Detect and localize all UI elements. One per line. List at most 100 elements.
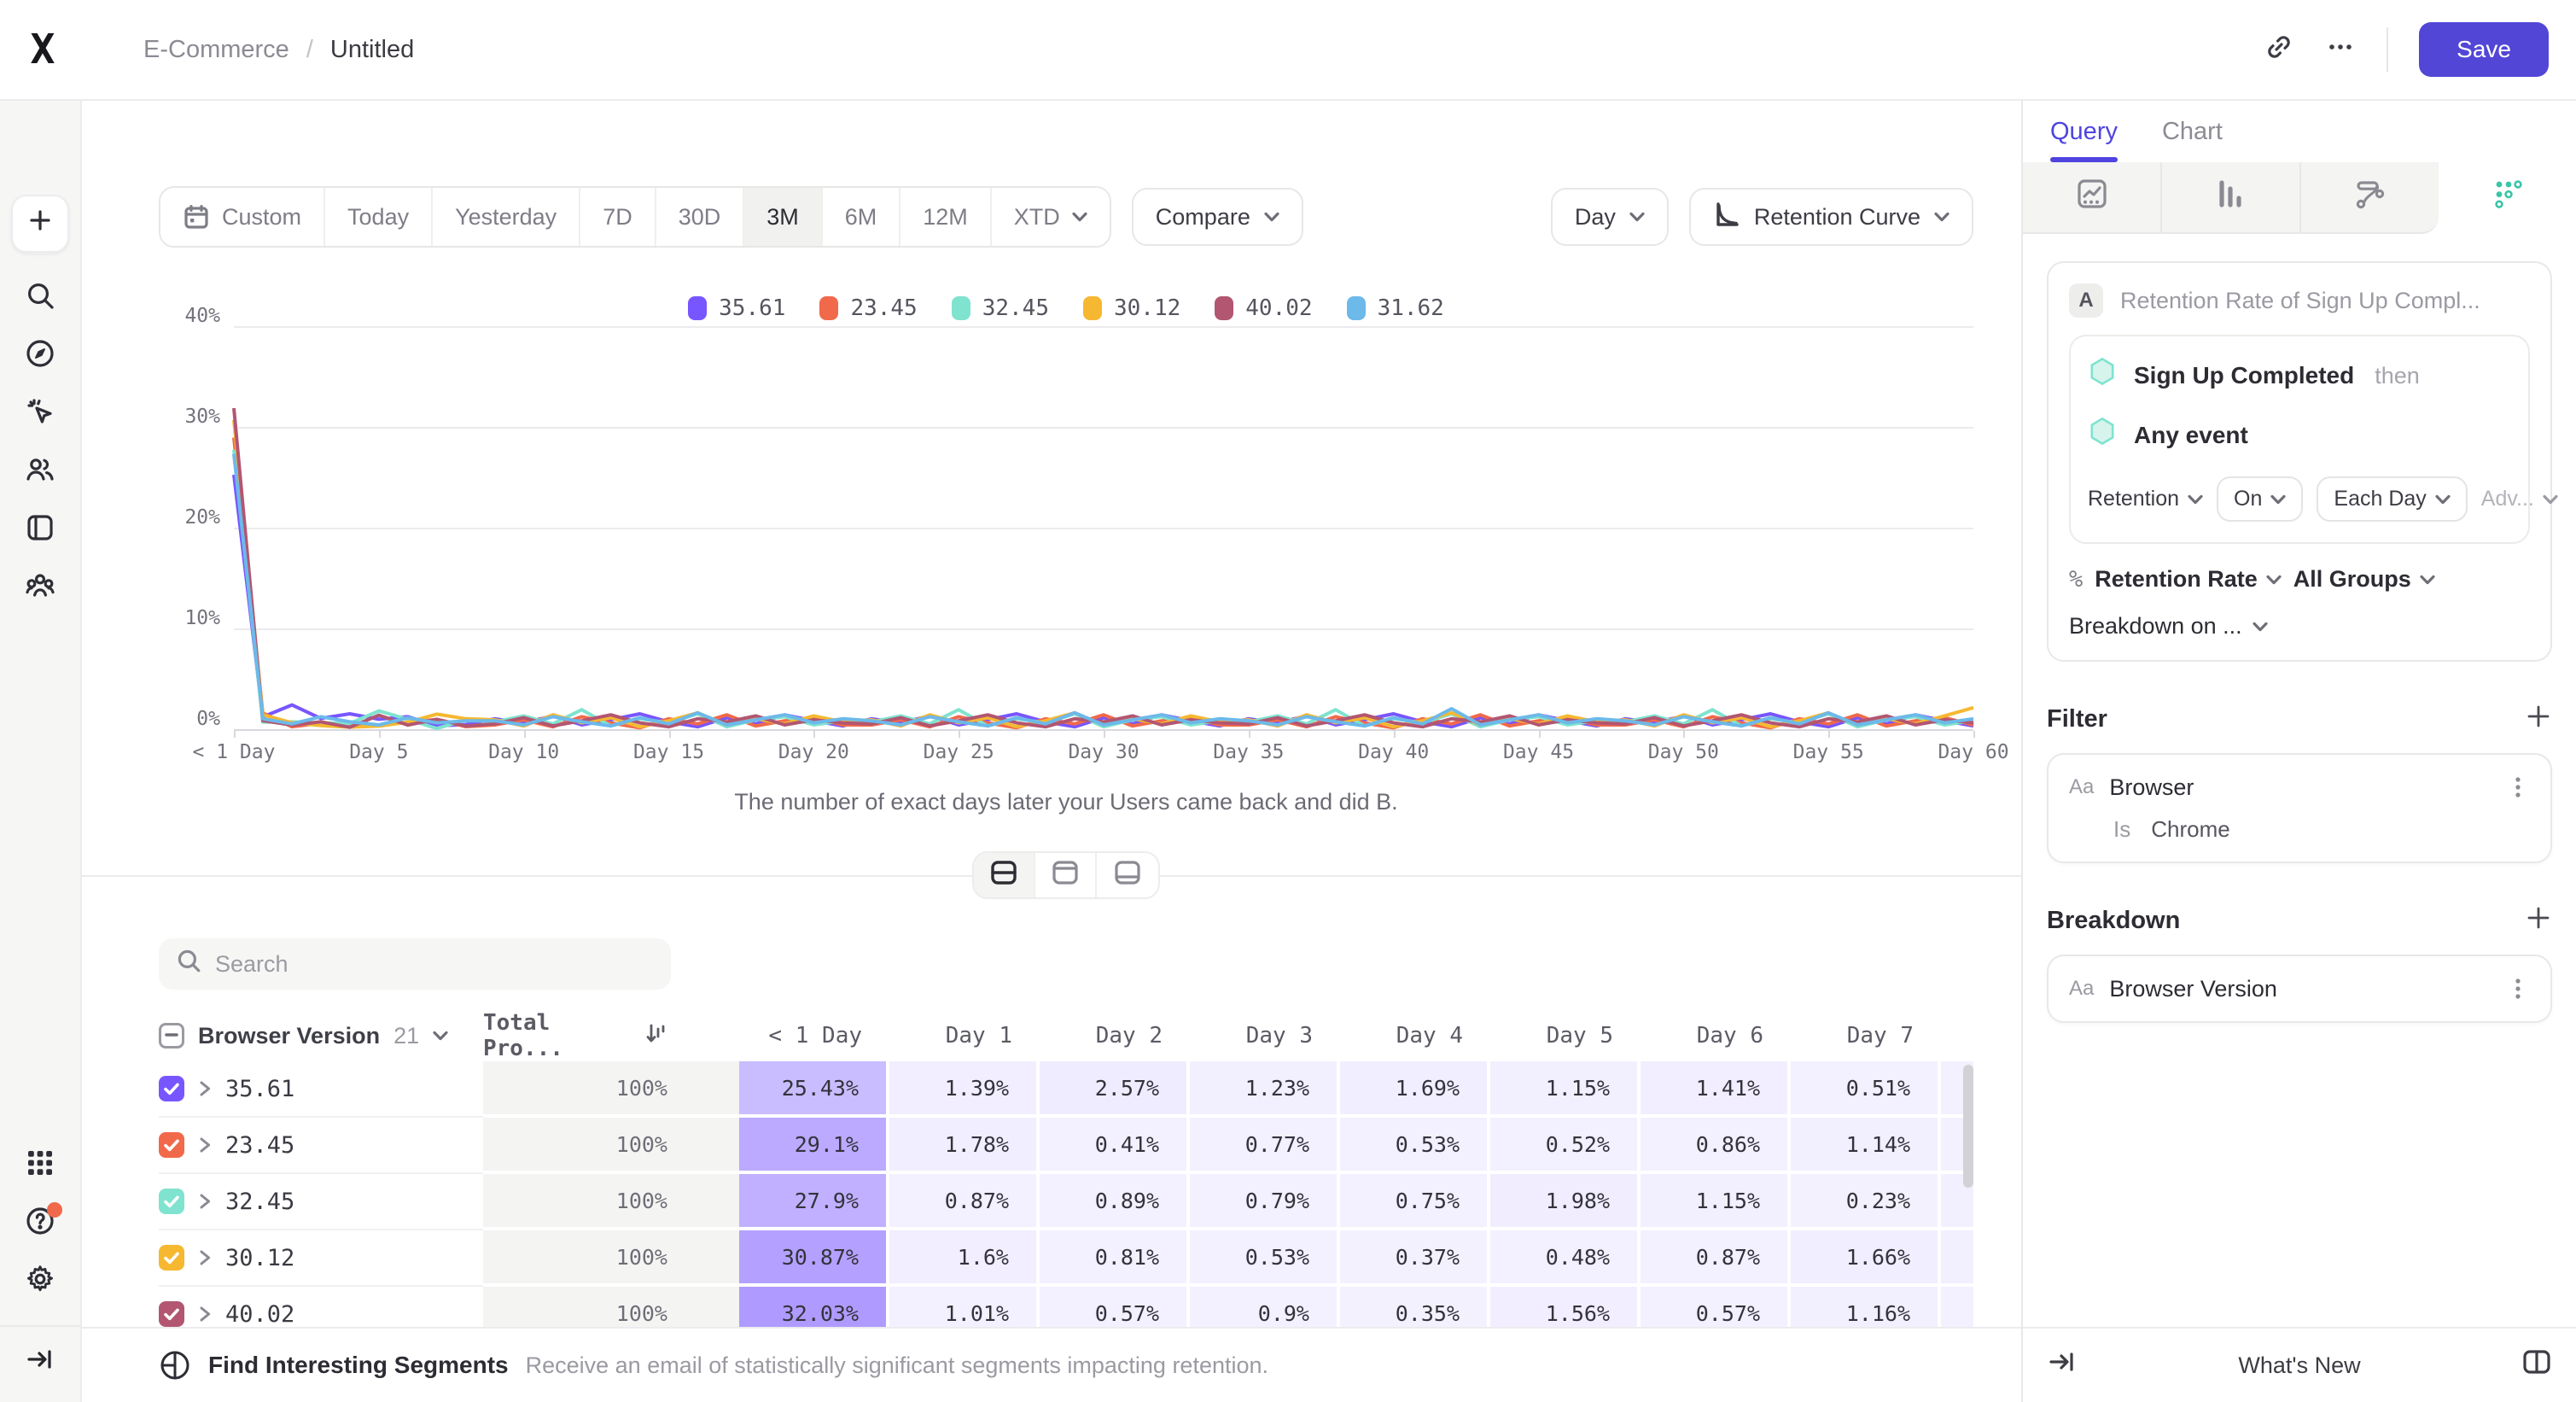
day-column-header[interactable]: Day 5	[1546, 1023, 1613, 1049]
series-line[interactable]	[234, 450, 1973, 728]
retention-cell[interactable]: 0.51%	[1791, 1061, 1941, 1118]
retention-cell[interactable]: 1.01%	[889, 1287, 1040, 1327]
series-line[interactable]	[234, 454, 1973, 727]
series-line[interactable]	[234, 438, 1973, 728]
retention-cell[interactable]: 0.48%	[1490, 1230, 1641, 1287]
report-tab-flows[interactable]	[2301, 162, 2439, 234]
retention-cell[interactable]: 1.16%	[1791, 1287, 1941, 1327]
event-b-row[interactable]: Any event	[2088, 417, 2511, 454]
retention-cell[interactable]: 0.75%	[1340, 1174, 1490, 1230]
breakdown-property[interactable]: Browser Version	[2109, 975, 2277, 1002]
row-checkbox[interactable]	[159, 1189, 184, 1214]
breakdown-on-dropdown[interactable]: Breakdown on ...	[2069, 613, 2530, 640]
advanced-dropdown[interactable]: Adv...	[2481, 487, 2558, 511]
retention-cell[interactable]: 1.6%	[889, 1230, 1040, 1287]
group-column-header[interactable]: Browser Version	[198, 1022, 381, 1049]
vertical-scrollbar[interactable]	[1963, 1065, 1973, 1188]
filter-operator[interactable]: Is	[2113, 816, 2131, 842]
whats-new-link[interactable]: What's New	[2238, 1352, 2361, 1378]
breadcrumb-title[interactable]: Untitled	[329, 35, 415, 63]
legend-item[interactable]: 30.12	[1083, 295, 1180, 321]
retention-cell[interactable]: 0.87%	[1641, 1230, 1791, 1287]
day-column-header[interactable]: Day 6	[1696, 1023, 1763, 1049]
series-line[interactable]	[234, 408, 1973, 727]
retention-cell[interactable]: 25.43%	[739, 1061, 889, 1118]
range-30d[interactable]: 30D	[656, 188, 745, 246]
groups-dropdown[interactable]: All Groups	[2293, 566, 2435, 593]
expand-row-icon[interactable]	[198, 1136, 212, 1154]
retention-cell[interactable]: 2.57%	[1040, 1061, 1190, 1118]
add-breakdown-button[interactable]	[2525, 904, 2552, 938]
retention-cell[interactable]: 29.1%	[739, 1118, 889, 1174]
legend-item[interactable]: 40.02	[1215, 295, 1313, 321]
breadcrumb-project[interactable]: E-Commerce	[143, 35, 289, 63]
legend-item[interactable]: 23.45	[819, 295, 918, 321]
range-xtd[interactable]: XTD	[991, 188, 1110, 246]
range-yesterday[interactable]: Yesterday	[433, 188, 581, 246]
retention-cell[interactable]: 30.87%	[739, 1230, 889, 1287]
split-view-button[interactable]	[974, 853, 1035, 897]
retention-cell[interactable]: 0.53%	[1340, 1118, 1490, 1174]
query-title[interactable]: Retention Rate of Sign Up Compl...	[2120, 287, 2480, 313]
row-checkbox[interactable]	[159, 1076, 184, 1101]
range-12m[interactable]: 12M	[900, 188, 992, 246]
day-column-header[interactable]: Day 3	[1245, 1023, 1313, 1049]
tab-chart[interactable]: Chart	[2161, 117, 2223, 145]
row-checkbox[interactable]	[159, 1245, 184, 1271]
sidebar-item-boards[interactable]	[11, 502, 69, 560]
retention-cell[interactable]: 1.2%	[1941, 1230, 1973, 1287]
row-checkbox[interactable]	[159, 1132, 184, 1158]
retention-cell[interactable]: 27.9%	[739, 1174, 889, 1230]
retention-cell[interactable]: 0.77%	[1190, 1118, 1340, 1174]
retention-cell[interactable]: 1.66%	[1791, 1230, 1941, 1287]
retention-cell[interactable]: 0.57%	[1040, 1287, 1190, 1327]
save-button[interactable]: Save	[2419, 22, 2549, 77]
legend-item[interactable]: 32.45	[951, 295, 1049, 321]
sidebar-item-search[interactable]	[11, 270, 69, 328]
table-view-button[interactable]	[1097, 853, 1158, 897]
kebab-menu-icon[interactable]	[2506, 975, 2530, 1002]
retention-cell[interactable]: 1.78%	[889, 1118, 1040, 1174]
event-a-row[interactable]: Sign Up Completed then	[2088, 357, 2511, 394]
filter-property[interactable]: Browser	[2109, 774, 2194, 800]
retention-cell[interactable]: 1.39%	[889, 1061, 1040, 1118]
row-checkbox[interactable]	[159, 1301, 184, 1327]
retention-cell[interactable]: 0.89%	[1040, 1174, 1190, 1230]
expand-row-icon[interactable]	[198, 1193, 212, 1210]
sidebar-item-events[interactable]	[11, 386, 69, 444]
each-day-dropdown[interactable]: Each Day	[2317, 476, 2468, 522]
report-tab-retention[interactable]	[2439, 162, 2576, 234]
sidebar-item-cohorts[interactable]	[11, 560, 69, 618]
range-custom[interactable]: Custom	[160, 188, 326, 246]
retention-cell[interactable]: 0.87%	[889, 1174, 1040, 1230]
retention-cell[interactable]: 1.56%	[1490, 1287, 1641, 1327]
chart-view-button[interactable]	[1035, 853, 1097, 897]
series-line[interactable]	[234, 420, 1973, 727]
search-input[interactable]	[215, 950, 654, 978]
sidebar-item-users[interactable]	[11, 444, 69, 502]
app-logo[interactable]: X	[30, 26, 55, 73]
sidebar-item-help[interactable]	[11, 1195, 69, 1253]
more-options-button[interactable]	[2325, 32, 2356, 68]
sidebar-item-apps[interactable]	[11, 1137, 69, 1195]
retention-cell[interactable]: 1.15%	[1641, 1174, 1791, 1230]
day-column-header[interactable]: Day 1	[945, 1023, 1012, 1049]
total-column-header[interactable]: Total Pro...	[483, 1010, 739, 1061]
retention-cell[interactable]: 1.98%	[1490, 1174, 1641, 1230]
create-new-button[interactable]	[11, 195, 69, 253]
on-dropdown[interactable]: On	[2217, 476, 2304, 522]
row-label[interactable]: 30.12	[225, 1244, 295, 1271]
retention-cell[interactable]: 0.49%	[1941, 1287, 1973, 1327]
kebab-menu-icon[interactable]	[2506, 774, 2530, 801]
retention-cell[interactable]: 1.23%	[1190, 1061, 1340, 1118]
day-column-header[interactable]: Day 7	[1846, 1023, 1914, 1049]
sidebar-item-settings[interactable]	[11, 1253, 69, 1311]
retention-cell[interactable]: 32.03%	[739, 1287, 889, 1327]
range-today[interactable]: Today	[325, 188, 434, 246]
legend-item[interactable]: 31.62	[1346, 295, 1444, 321]
sidebar-item-discover[interactable]	[11, 328, 69, 386]
metric-dropdown[interactable]: Retention Rate	[2095, 566, 2282, 593]
retention-cell[interactable]: 1.69%	[1340, 1061, 1490, 1118]
retention-cell[interactable]: 0.9%	[1190, 1287, 1340, 1327]
retention-cell[interactable]: 0.52%	[1490, 1118, 1641, 1174]
